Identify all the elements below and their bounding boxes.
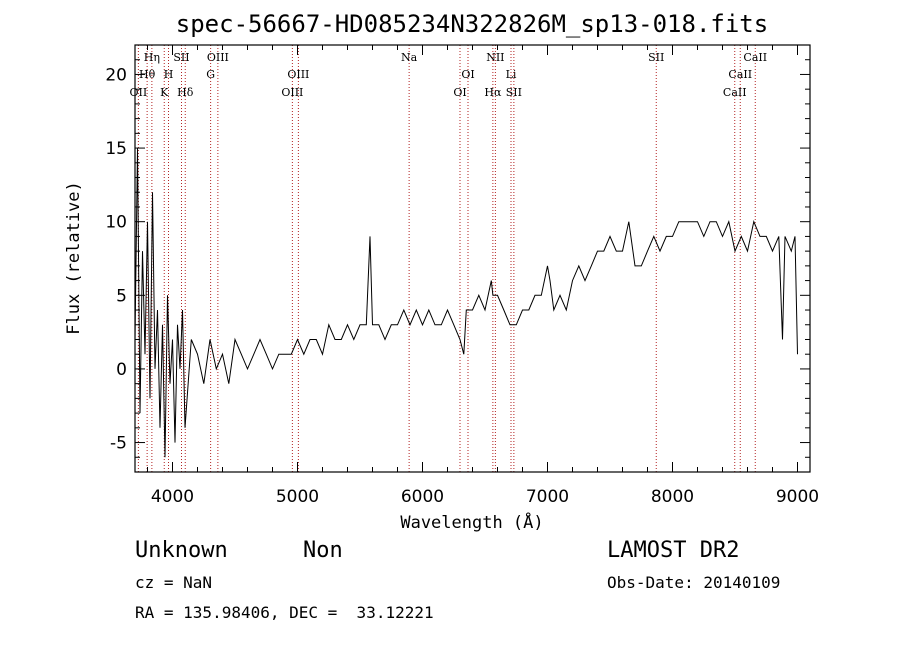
spectrum-line (134, 148, 798, 458)
line-marker-label: Hθ (139, 68, 156, 81)
y-axis-label: Flux (relative) (64, 181, 84, 335)
line-marker-label: G (206, 68, 215, 81)
object-subclass: Non (303, 538, 343, 563)
redshift-cz: cz = NaN (135, 573, 213, 592)
obs-date: Obs-Date: 20140109 (607, 573, 781, 592)
line-marker-label: OII (130, 86, 148, 99)
chart-title: spec-56667-HD085234N322826M_sp13-018.fit… (176, 10, 768, 38)
survey-name: LAMOST DR2 (607, 538, 740, 563)
coordinates: RA = 135.98406, DEC = 33.12221 (135, 603, 434, 622)
y-tick-label: 10 (105, 213, 127, 233)
line-markers: Hη Hθ OII SII HK Hδ OIII G OIII OIII Na OI OI NII Hα Li… (130, 45, 767, 472)
line-marker-label: OI (453, 86, 466, 99)
line-marker-label: OIII (207, 51, 229, 64)
y-tick-label: 15 (105, 139, 127, 159)
x-tick-label: 4000 (151, 487, 194, 507)
x-tick-label: 6000 (401, 487, 444, 507)
line-marker-label: K (160, 86, 169, 99)
y-axis: -5 0 5 10 15 20 (105, 59, 810, 458)
x-axis-label: Wavelength (Å) (400, 511, 543, 533)
plot-frame (134, 44, 811, 473)
line-marker-label: SII (173, 51, 189, 64)
y-tick-label: 0 (116, 360, 127, 380)
spectrum-series (134, 148, 798, 458)
x-tick-label: 8000 (651, 487, 694, 507)
line-marker-label: SII (506, 86, 522, 99)
line-marker-label: H (164, 68, 174, 81)
x-tick-label: 7000 (526, 487, 569, 507)
line-marker-label: Hδ (177, 86, 194, 99)
x-tick-label: 5000 (276, 487, 319, 507)
line-marker-label: Na (401, 51, 418, 64)
object-class: Unknown (135, 538, 228, 563)
line-marker-label: Hα (484, 86, 502, 99)
y-tick-label: 20 (105, 65, 127, 85)
line-marker-label: SII (648, 51, 664, 64)
line-marker-label: OIII (281, 86, 303, 99)
x-axis: 4000 5000 6000 7000 8000 9000 (147, 45, 819, 507)
line-marker-label: CaII (723, 86, 747, 99)
line-marker-label: NII (486, 51, 504, 64)
y-tick-label: -5 (110, 434, 127, 454)
y-tick-label: 5 (116, 286, 127, 306)
line-marker-label: CaII (743, 51, 767, 64)
line-marker-label: Hη (144, 51, 160, 64)
line-marker-label: OIII (287, 68, 309, 81)
line-marker-label: OI (461, 68, 474, 81)
line-marker-label: Li (506, 68, 517, 81)
line-marker-label: CaII (728, 68, 752, 81)
x-tick-label: 9000 (776, 487, 819, 507)
